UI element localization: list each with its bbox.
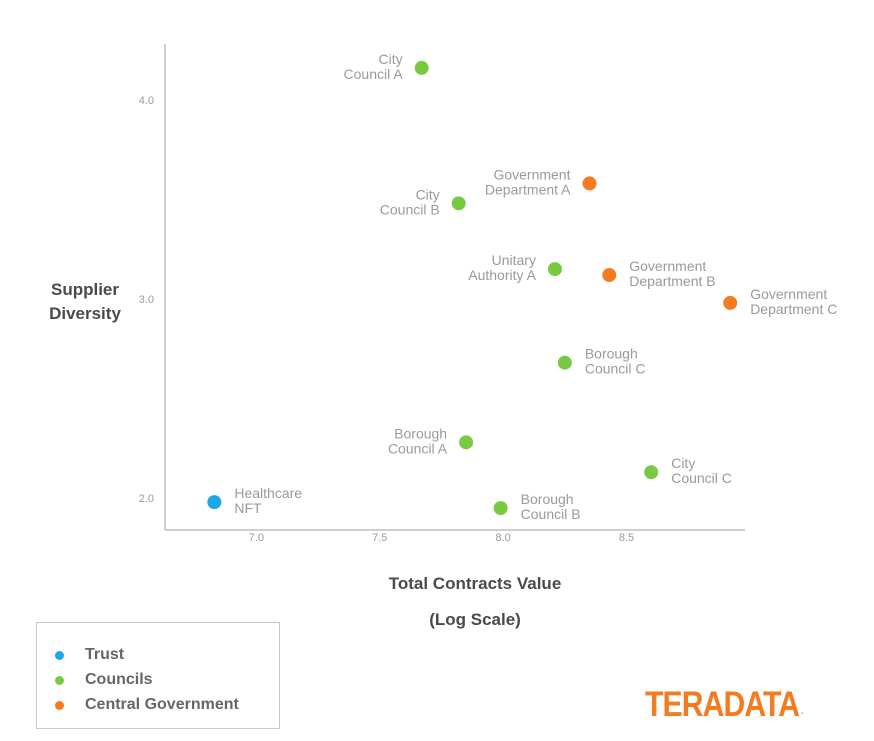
data-point-label-line: Department A	[485, 181, 571, 197]
y-axis-title: Supplier Diversity	[30, 278, 140, 326]
data-point-label: Government Department C	[750, 286, 837, 317]
data-point[interactable]	[723, 295, 738, 310]
data-point-label-line: Healthcare	[234, 485, 302, 501]
legend-dot-icon	[55, 700, 64, 710]
x-axis-title: Total Contracts Value	[388, 574, 562, 593]
data-point[interactable]	[207, 495, 222, 510]
data-point-label-line: Council A	[388, 440, 448, 456]
data-point-label: Borough Council B	[521, 491, 581, 522]
data-point[interactable]	[414, 60, 429, 75]
x-axis-subtitle: (Log Scale)	[429, 610, 521, 629]
data-point-label-line: Government	[629, 258, 706, 274]
y-tick-label: 3.0	[139, 294, 154, 306]
y-axis-title-line: Diversity	[49, 304, 121, 323]
data-point-label-line: Department B	[629, 273, 715, 289]
logo-mark: .	[800, 706, 803, 717]
legend-label: Trust	[85, 646, 125, 663]
x-tick-label: 8.0	[495, 532, 510, 544]
x-tick-label: 7.5	[372, 532, 387, 544]
data-point-label-line: Borough	[585, 346, 638, 362]
teradata-logo: TERADATA.	[645, 685, 803, 725]
logo-text: TERADATA	[645, 685, 800, 724]
data-point[interactable]	[557, 355, 572, 370]
data-point-label: City Council A	[344, 51, 404, 82]
y-tick-label: 2.0	[139, 493, 154, 505]
data-point-label: Government Department A	[485, 166, 571, 197]
data-point-label-line: Council C	[585, 361, 646, 377]
data-point-label-line: Council B	[521, 506, 581, 522]
data-point-label-line: Authority A	[468, 267, 536, 283]
legend: Trust Councils Central Government	[36, 622, 280, 729]
data-point-label: City Council C	[671, 455, 732, 486]
data-point-label-line: Unitary	[492, 252, 536, 268]
data-point-label: City Council B	[380, 186, 440, 217]
y-tick-label: 4.0	[139, 95, 154, 107]
data-point-label: Government Department B	[629, 258, 715, 289]
data-point-label-line: Government	[750, 286, 827, 302]
data-point-label: Unitary Authority A	[468, 252, 536, 283]
data-point-label-line: Council A	[344, 66, 404, 82]
data-point-label: Borough Council C	[585, 346, 646, 377]
legend-item-councils: Councils	[55, 671, 153, 689]
data-point-label: Healthcare NFT	[234, 485, 302, 516]
x-tick-label: 8.5	[619, 532, 634, 544]
data-point-label: Borough Council A	[388, 425, 448, 456]
data-point-label-line: Government	[493, 166, 570, 182]
data-point-label-line: Council B	[380, 201, 440, 217]
legend-label: Central Government	[85, 696, 239, 713]
data-point[interactable]	[602, 268, 617, 283]
legend-dot-icon	[55, 675, 64, 685]
legend-label: Councils	[85, 671, 153, 688]
data-point[interactable]	[582, 176, 597, 191]
data-point[interactable]	[451, 196, 466, 211]
legend-item-trust: Trust	[55, 646, 124, 664]
data-point-label-line: Department C	[750, 301, 837, 317]
y-axis-title-line: Supplier	[50, 280, 119, 299]
data-point[interactable]	[493, 501, 508, 516]
x-tick-label: 7.0	[249, 532, 264, 544]
data-point-label-line: City	[379, 51, 403, 67]
data-point-label-line: City	[416, 186, 440, 202]
data-point[interactable]	[459, 435, 474, 450]
data-point-label-line: Borough	[521, 491, 574, 507]
data-point-label-line: Council C	[671, 470, 732, 486]
data-point[interactable]	[547, 262, 562, 277]
data-point[interactable]	[644, 465, 659, 480]
data-point-label-line: Borough	[394, 425, 447, 441]
legend-item-central-government: Central Government	[55, 696, 239, 714]
data-point-label-line: NFT	[234, 500, 262, 516]
legend-dot-icon	[55, 650, 64, 660]
data-point-label-line: City	[671, 455, 695, 471]
